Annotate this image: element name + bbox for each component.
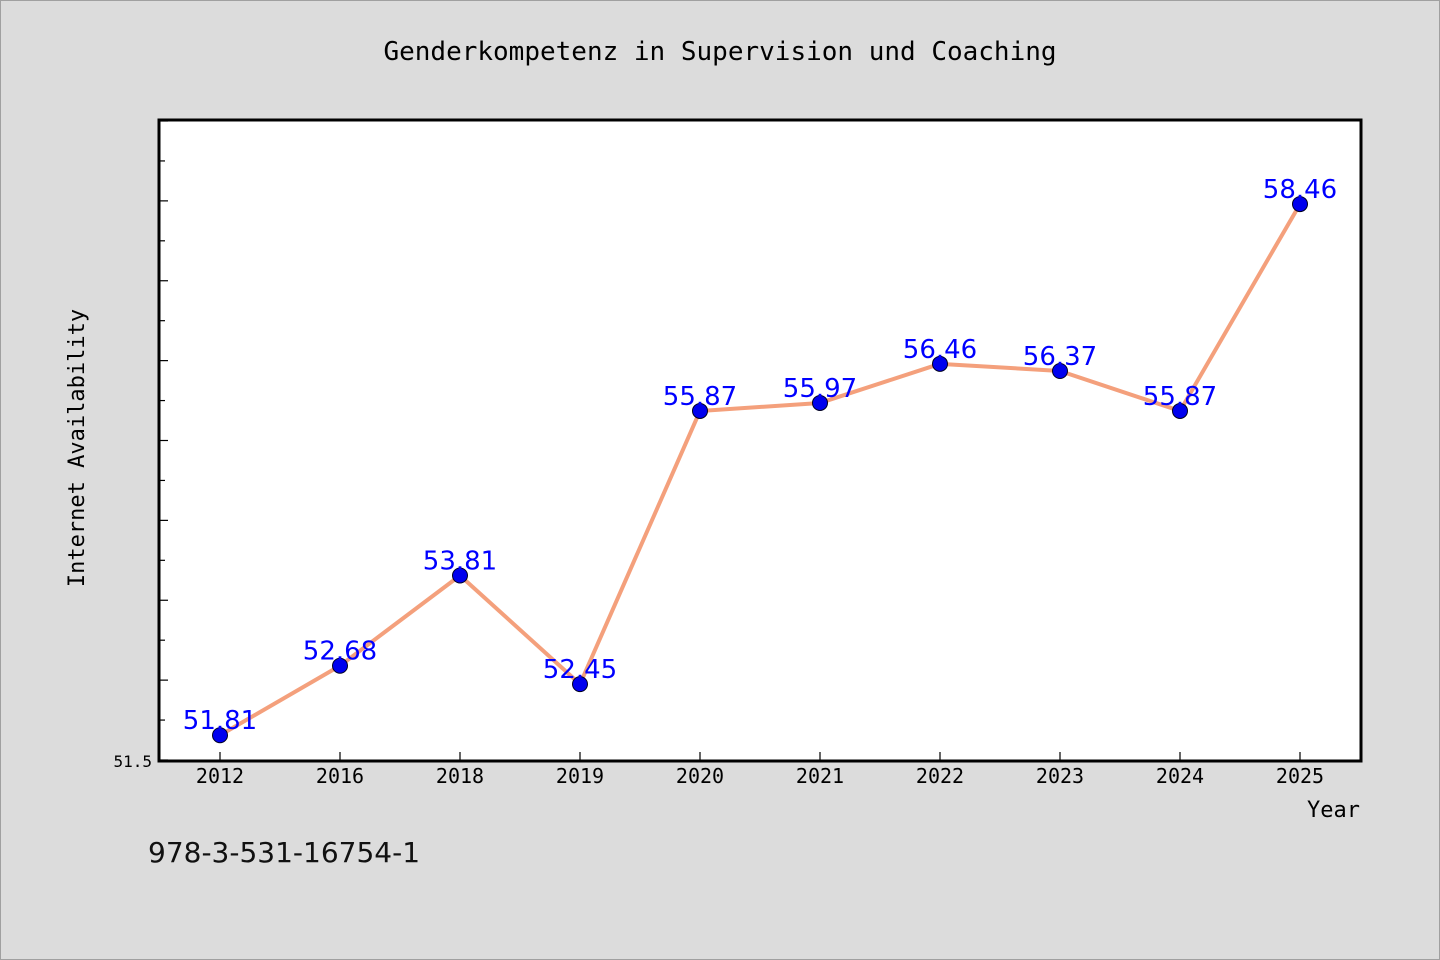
series-line-group: 51.81 52.68 53.81 52.45 55.87 55.97 56.46 56.37… xyxy=(183,175,1337,744)
y-tick-label: 51.5 xyxy=(113,752,152,771)
data-label: 51.81 xyxy=(183,706,257,736)
x-tick-label: 2023 xyxy=(1036,764,1084,788)
x-tick-label: 2019 xyxy=(556,764,604,788)
data-point xyxy=(932,355,948,372)
data-label: 56.37 xyxy=(1023,342,1097,372)
x-axis-label: Year xyxy=(1307,798,1360,823)
data-label: 55.87 xyxy=(663,382,737,412)
data-label: 55.97 xyxy=(783,374,857,404)
data-label: 56.46 xyxy=(903,335,977,365)
x-tick-label: 2021 xyxy=(796,764,844,788)
data-point xyxy=(1292,196,1308,213)
x-tick-label: 2022 xyxy=(916,764,964,788)
data-point xyxy=(1052,363,1068,380)
data-point xyxy=(212,727,228,744)
y-axis-ticks xyxy=(160,120,168,761)
x-tick-label: 2012 xyxy=(196,764,244,788)
data-point xyxy=(452,567,468,584)
x-tick-label: 2018 xyxy=(436,764,484,788)
data-point xyxy=(572,676,588,693)
data-label: 53.81 xyxy=(423,546,497,576)
data-label: 52.68 xyxy=(303,637,377,667)
plot-area xyxy=(157,118,1363,763)
isbn-text: 978-3-531-16754-1 xyxy=(148,836,420,869)
data-point xyxy=(332,657,348,674)
x-tick-label: 2020 xyxy=(676,764,724,788)
data-label: 52.45 xyxy=(543,655,617,685)
data-point xyxy=(692,402,708,419)
data-point xyxy=(1172,402,1188,419)
data-label: 58.46 xyxy=(1263,175,1337,205)
x-tick-label: 2016 xyxy=(316,764,364,788)
data-point xyxy=(812,394,828,411)
y-axis-label: Internet Availability xyxy=(65,309,90,587)
x-axis-ticks: 2012 2016 2018 2019 2020 2021 2022 2023 2024 2025 xyxy=(196,752,1324,788)
series-line xyxy=(218,203,1302,737)
chart-title: Genderkompetenz in Supervision und Coach… xyxy=(383,37,1056,67)
x-tick-label: 2024 xyxy=(1156,764,1204,788)
x-tick-label: 2025 xyxy=(1276,764,1324,788)
data-label: 55.87 xyxy=(1143,382,1217,412)
